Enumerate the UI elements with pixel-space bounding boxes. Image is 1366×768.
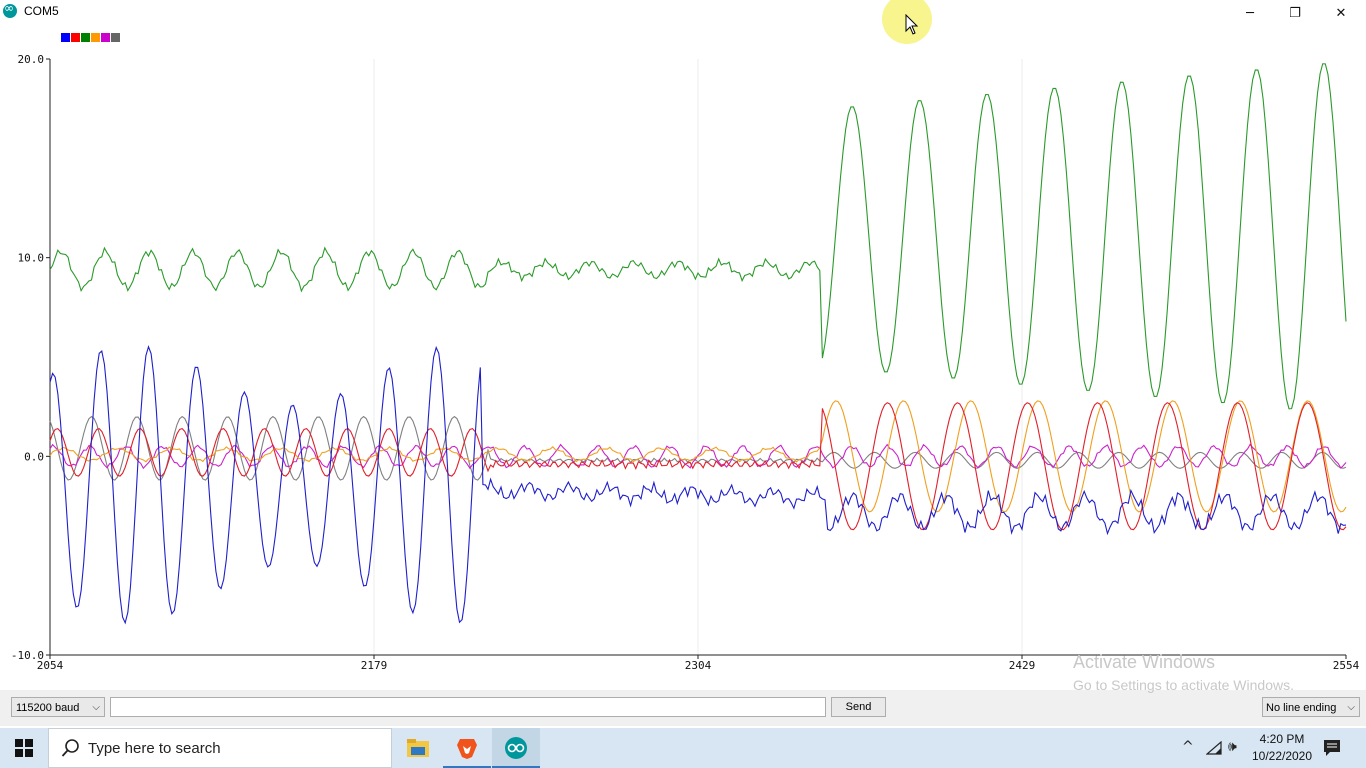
start-button[interactable] bbox=[0, 728, 48, 768]
network-icon[interactable] bbox=[1206, 741, 1222, 755]
legend-swatch-3 bbox=[81, 33, 90, 42]
y-tick-label: 10.0 bbox=[18, 252, 45, 265]
line-ending-value: No line ending bbox=[1266, 702, 1337, 714]
system-clock[interactable]: 4:20 PM 10/22/2020 bbox=[1251, 731, 1313, 765]
close-button[interactable]: ✕ bbox=[1335, 5, 1347, 21]
legend-swatch-1 bbox=[61, 33, 70, 42]
search-icon bbox=[61, 739, 79, 757]
activate-windows-hint: Go to Settings to activate Windows. bbox=[1073, 677, 1294, 693]
x-tick-label: 2554 bbox=[1333, 659, 1360, 672]
baud-rate-select[interactable]: 115200 baud ⌵ bbox=[11, 697, 105, 717]
x-tick-label: 2429 bbox=[1009, 659, 1036, 672]
x-tick-label: 2054 bbox=[37, 659, 64, 672]
series-line-3 bbox=[49, 63, 1347, 410]
search-placeholder: Type here to search bbox=[88, 740, 221, 757]
bottom-toolbar: 115200 baud ⌵ Send No line ending ⌵ bbox=[0, 690, 1366, 726]
clock-time: 4:20 PM bbox=[1259, 732, 1305, 746]
mouse-cursor-icon bbox=[905, 14, 919, 35]
y-tick-label: 20.0 bbox=[18, 53, 45, 66]
taskbar-brave-browser[interactable] bbox=[443, 728, 491, 768]
arduino-logo-icon bbox=[3, 1, 17, 18]
baud-rate-value: 115200 baud bbox=[16, 702, 80, 714]
minimize-button[interactable]: ─ bbox=[1246, 5, 1254, 21]
clock-date: 10/22/2020 bbox=[1251, 749, 1313, 763]
x-tick-label: 2179 bbox=[361, 659, 388, 672]
chevron-down-icon: ⌵ bbox=[1347, 702, 1355, 713]
running-indicator bbox=[443, 766, 491, 768]
x-tick-label: 2304 bbox=[685, 659, 712, 672]
activate-windows-watermark: Activate Windows bbox=[1073, 652, 1216, 672]
notification-center-icon[interactable] bbox=[1322, 737, 1342, 757]
series-line-2 bbox=[49, 402, 1347, 531]
chevron-down-icon: ⌵ bbox=[92, 702, 100, 713]
series-line-5 bbox=[49, 443, 1347, 470]
window-title: COM5 bbox=[24, 4, 59, 18]
line-ending-select[interactable]: No line ending ⌵ bbox=[1262, 697, 1360, 717]
windows-logo-icon bbox=[15, 739, 33, 757]
running-indicator bbox=[492, 766, 540, 768]
taskbar-file-explorer[interactable] bbox=[394, 728, 442, 768]
show-hidden-icons-button[interactable]: ^ bbox=[1182, 739, 1194, 755]
y-tick-label: -10.0 bbox=[11, 649, 44, 662]
legend-swatch-6 bbox=[111, 33, 120, 42]
legend-swatch-5 bbox=[101, 33, 110, 42]
taskbar: Type here to search ^ 🕪 4:20 PM 10/22/20… bbox=[0, 728, 1366, 768]
taskbar-arduino-ide[interactable] bbox=[492, 728, 540, 768]
taskbar-search-box[interactable]: Type here to search bbox=[48, 728, 392, 768]
title-bar: COM5 ─ ❐ ✕ bbox=[0, 0, 1366, 26]
legend-swatch-4 bbox=[91, 33, 100, 42]
maximize-button[interactable]: ❐ bbox=[1289, 5, 1301, 21]
send-button[interactable]: Send bbox=[831, 697, 886, 717]
folder-icon bbox=[407, 739, 429, 757]
series-legend bbox=[61, 33, 120, 42]
arduino-logo-icon bbox=[505, 737, 527, 759]
legend-swatch-2 bbox=[71, 33, 80, 42]
y-tick-label: 0.0 bbox=[24, 450, 44, 463]
brave-lion-icon bbox=[457, 739, 477, 759]
serial-send-input[interactable] bbox=[110, 697, 826, 717]
volume-icon[interactable]: 🕪 bbox=[1228, 739, 1237, 755]
series-line-1 bbox=[49, 345, 1347, 625]
